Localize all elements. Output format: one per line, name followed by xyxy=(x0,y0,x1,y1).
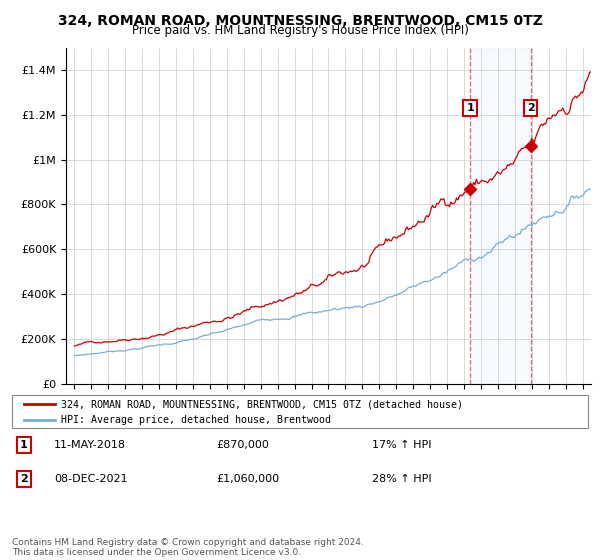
Text: £1,060,000: £1,060,000 xyxy=(216,474,279,484)
Text: 08-DEC-2021: 08-DEC-2021 xyxy=(54,474,128,484)
Text: Price paid vs. HM Land Registry's House Price Index (HPI): Price paid vs. HM Land Registry's House … xyxy=(131,24,469,37)
Text: 17% ↑ HPI: 17% ↑ HPI xyxy=(372,440,431,450)
Text: £870,000: £870,000 xyxy=(216,440,269,450)
Text: 1: 1 xyxy=(20,440,28,450)
Text: Contains HM Land Registry data © Crown copyright and database right 2024.
This d: Contains HM Land Registry data © Crown c… xyxy=(12,538,364,557)
Text: HPI: Average price, detached house, Brentwood: HPI: Average price, detached house, Bren… xyxy=(61,415,331,425)
Bar xyxy=(470,48,530,384)
Text: 2: 2 xyxy=(20,474,28,484)
Text: 2: 2 xyxy=(527,103,535,113)
Text: 28% ↑ HPI: 28% ↑ HPI xyxy=(372,474,431,484)
Text: 324, ROMAN ROAD, MOUNTNESSING, BRENTWOOD, CM15 0TZ (detached house): 324, ROMAN ROAD, MOUNTNESSING, BRENTWOOD… xyxy=(61,399,463,409)
Text: 324, ROMAN ROAD, MOUNTNESSING, BRENTWOOD, CM15 0TZ: 324, ROMAN ROAD, MOUNTNESSING, BRENTWOOD… xyxy=(58,14,542,28)
Text: 1: 1 xyxy=(466,103,474,113)
FancyBboxPatch shape xyxy=(12,395,588,428)
Text: 11-MAY-2018: 11-MAY-2018 xyxy=(54,440,126,450)
